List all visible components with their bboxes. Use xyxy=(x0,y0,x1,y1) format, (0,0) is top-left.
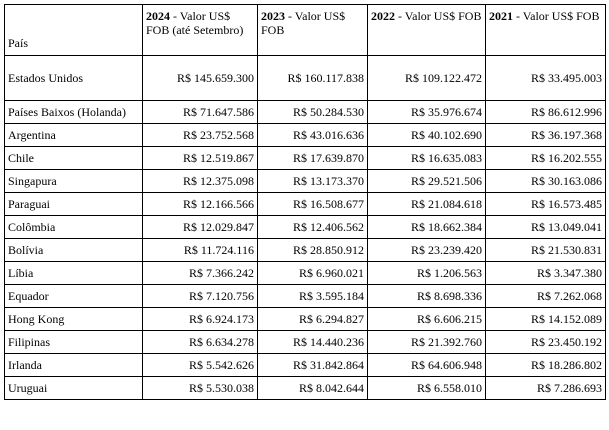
value-cell: R$ 18.286.802 xyxy=(485,353,606,377)
value-cell: R$ 33.495.003 xyxy=(485,55,606,101)
value-cell: R$ 16.202.555 xyxy=(485,146,606,170)
value-cell: R$ 11.724.116 xyxy=(142,238,258,262)
value-cell: R$ 13.049.041 xyxy=(485,215,606,239)
table-row: Chile R$ 12.519.867 R$ 17.639.870 R$ 16.635… xyxy=(4,146,606,170)
value-cell: R$ 64.606.948 xyxy=(367,353,486,377)
country-cell: Paraguai xyxy=(4,192,143,216)
export-values-table: País 2024 - Valor US$ FOB (até Setembro)… xyxy=(4,4,606,400)
header-2021: 2021 - Valor US$ FOB xyxy=(485,4,606,56)
value-cell: R$ 35.976.674 xyxy=(367,100,486,124)
table-row: Bolívia R$ 11.724.116 R$ 28.850.912 R$ 23.2… xyxy=(4,238,606,262)
value-cell: R$ 23.239.420 xyxy=(367,238,486,262)
value-cell: R$ 7.262.068 xyxy=(485,284,606,308)
value-cell: R$ 12.406.562 xyxy=(257,215,368,239)
value-cell: R$ 23.450.192 xyxy=(485,330,606,354)
value-cell: R$ 16.573.485 xyxy=(485,192,606,216)
country-cell: Uruguai xyxy=(4,376,143,400)
country-cell: Países Baixos (Holanda) xyxy=(4,100,143,124)
value-cell: R$ 23.752.568 xyxy=(142,123,258,147)
table-row: Argentina R$ 23.752.568 R$ 43.016.636 R$ 40… xyxy=(4,123,606,147)
country-cell: Argentina xyxy=(4,123,143,147)
value-cell: R$ 21.084.618 xyxy=(367,192,486,216)
value-cell: R$ 6.634.278 xyxy=(142,330,258,354)
value-cell: R$ 3.347.380 xyxy=(485,261,606,285)
value-cell: R$ 6.606.215 xyxy=(367,307,486,331)
value-cell: R$ 40.102.690 xyxy=(367,123,486,147)
value-cell: R$ 16.635.083 xyxy=(367,146,486,170)
value-cell: R$ 109.122.472 xyxy=(367,55,486,101)
country-cell: Singapura xyxy=(4,169,143,193)
country-cell: Irlanda xyxy=(4,353,143,377)
value-cell: R$ 16.508.677 xyxy=(257,192,368,216)
value-cell: R$ 5.542.626 xyxy=(142,353,258,377)
value-cell: R$ 86.612.996 xyxy=(485,100,606,124)
value-cell: R$ 14.440.236 xyxy=(257,330,368,354)
country-cell: Filipinas xyxy=(4,330,143,354)
value-cell: R$ 7.366.242 xyxy=(142,261,258,285)
value-cell: R$ 21.530.831 xyxy=(485,238,606,262)
value-cell: R$ 29.521.506 xyxy=(367,169,486,193)
header-country: País xyxy=(4,4,143,56)
table-row: Estados Unidos R$ 145.659.300 R$ 160.117.8… xyxy=(4,55,606,101)
table-row: Países Baixos (Holanda) R$ 71.647.586 R$ 5… xyxy=(4,100,606,124)
value-cell: R$ 50.284.530 xyxy=(257,100,368,124)
value-cell: R$ 12.375.098 xyxy=(142,169,258,193)
table-row: Uruguai R$ 5.530.038 R$ 8.042.644 R$ 6.558.… xyxy=(4,376,606,400)
country-cell: Equador xyxy=(4,284,143,308)
table-row: Colômbia R$ 12.029.847 R$ 12.406.562 R$ 18.… xyxy=(4,215,606,239)
table-row: Filipinas R$ 6.634.278 R$ 14.440.236 R$ 21.… xyxy=(4,330,606,354)
value-cell: R$ 13.173.370 xyxy=(257,169,368,193)
value-cell: R$ 145.659.300 xyxy=(142,55,258,101)
table-row: Paraguai R$ 12.166.566 R$ 16.508.677 R$ 21.… xyxy=(4,192,606,216)
value-cell: R$ 6.924.173 xyxy=(142,307,258,331)
value-cell: R$ 3.595.184 xyxy=(257,284,368,308)
value-cell: R$ 28.850.912 xyxy=(257,238,368,262)
value-cell: R$ 31.842.864 xyxy=(257,353,368,377)
table-row: Hong Kong R$ 6.924.173 R$ 6.294.827 R$ 6.60… xyxy=(4,307,606,331)
header-2023: 2023 - Valor US$ FOB xyxy=(257,4,368,56)
value-cell: R$ 30.163.086 xyxy=(485,169,606,193)
header-2022: 2022 - Valor US$ FOB xyxy=(367,4,486,56)
value-cell: R$ 17.639.870 xyxy=(257,146,368,170)
value-cell: R$ 14.152.089 xyxy=(485,307,606,331)
table-row: Líbia R$ 7.366.242 R$ 6.960.021 R$ 1.206.56… xyxy=(4,261,606,285)
table-row: Equador R$ 7.120.756 R$ 3.595.184 R$ 8.698.… xyxy=(4,284,606,308)
country-cell: Líbia xyxy=(4,261,143,285)
value-cell: R$ 6.558.010 xyxy=(367,376,486,400)
value-cell: R$ 36.197.368 xyxy=(485,123,606,147)
value-cell: R$ 6.960.021 xyxy=(257,261,368,285)
value-cell: R$ 12.166.566 xyxy=(142,192,258,216)
value-cell: R$ 12.519.867 xyxy=(142,146,258,170)
header-2024: 2024 - Valor US$ FOB (até Setembro) xyxy=(142,4,258,56)
country-cell: Estados Unidos xyxy=(4,55,143,101)
table-row: Singapura R$ 12.375.098 R$ 13.173.370 R$ 29… xyxy=(4,169,606,193)
value-cell: R$ 43.016.636 xyxy=(257,123,368,147)
value-cell: R$ 160.117.838 xyxy=(257,55,368,101)
table-header-row: País 2024 - Valor US$ FOB (até Setembro)… xyxy=(4,4,606,56)
value-cell: R$ 8.698.336 xyxy=(367,284,486,308)
country-cell: Colômbia xyxy=(4,215,143,239)
table-row: Irlanda R$ 5.542.626 R$ 31.842.864 R$ 64.60… xyxy=(4,353,606,377)
value-cell: R$ 6.294.827 xyxy=(257,307,368,331)
value-cell: R$ 12.029.847 xyxy=(142,215,258,239)
country-cell: Chile xyxy=(4,146,143,170)
value-cell: R$ 21.392.760 xyxy=(367,330,486,354)
value-cell: R$ 71.647.586 xyxy=(142,100,258,124)
value-cell: R$ 5.530.038 xyxy=(142,376,258,400)
country-cell: Hong Kong xyxy=(4,307,143,331)
value-cell: R$ 8.042.644 xyxy=(257,376,368,400)
table-body: Estados Unidos R$ 145.659.300 R$ 160.117.8… xyxy=(4,55,606,400)
value-cell: R$ 7.286.693 xyxy=(485,376,606,400)
value-cell: R$ 18.662.384 xyxy=(367,215,486,239)
country-cell: Bolívia xyxy=(4,238,143,262)
value-cell: R$ 7.120.756 xyxy=(142,284,258,308)
value-cell: R$ 1.206.563 xyxy=(367,261,486,285)
